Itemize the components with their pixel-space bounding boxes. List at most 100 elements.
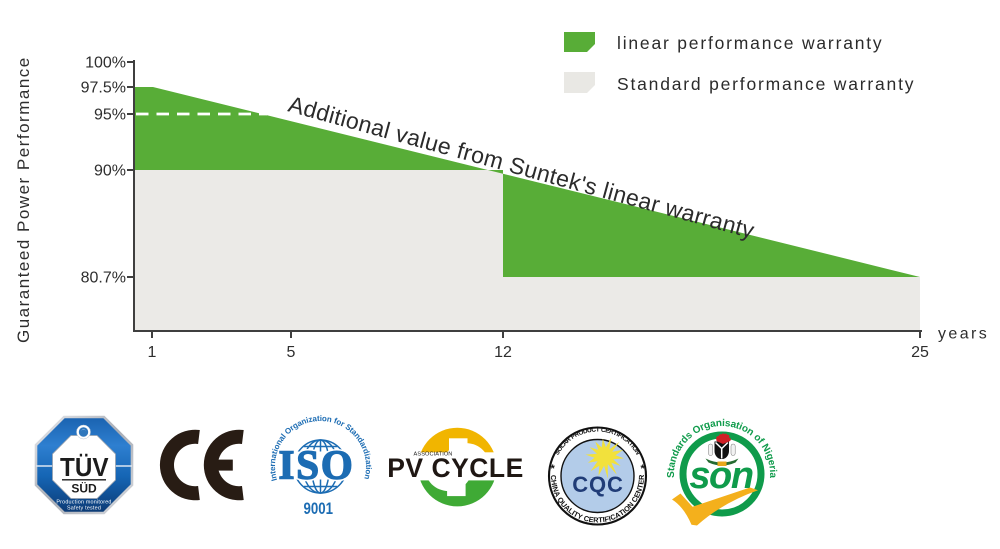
svg-text:R: R — [637, 474, 646, 480]
svg-text:r: r — [288, 423, 296, 432]
svg-text:z: z — [307, 415, 313, 425]
svg-text:1: 1 — [148, 344, 157, 361]
svg-text:n: n — [326, 414, 333, 424]
svg-text:i: i — [320, 414, 322, 423]
svg-text:S: S — [554, 449, 563, 457]
svg-text:n: n — [274, 438, 284, 447]
svg-text:i: i — [271, 448, 280, 453]
svg-text:I: I — [629, 443, 636, 449]
svg-text:Q: Q — [555, 495, 566, 505]
svg-text:U: U — [559, 499, 569, 509]
svg-text:t: t — [666, 467, 677, 472]
svg-text:n: n — [352, 431, 362, 441]
svg-text:5: 5 — [287, 344, 296, 361]
svg-text:N: N — [759, 442, 772, 454]
svg-text:a: a — [312, 414, 318, 424]
svg-text:100%: 100% — [85, 55, 126, 72]
svg-text:C: C — [609, 512, 618, 523]
svg-text:R: R — [593, 515, 599, 524]
svg-text:I: I — [270, 477, 279, 482]
svg-text:i: i — [364, 467, 373, 470]
svg-text:CQC: CQC — [572, 472, 624, 497]
svg-text:E: E — [604, 427, 610, 435]
svg-text:e: e — [765, 459, 777, 467]
svg-text:R: R — [573, 431, 581, 439]
svg-text:o: o — [740, 423, 750, 436]
svg-text:n: n — [300, 416, 308, 426]
svg-text:12: 12 — [494, 344, 512, 361]
svg-text:o: o — [335, 417, 343, 427]
svg-text:l: l — [280, 432, 288, 439]
svg-text:C: C — [591, 426, 597, 433]
svg-text:E: E — [636, 479, 646, 485]
svg-text:N: N — [633, 449, 642, 457]
svg-text:s: s — [683, 430, 695, 442]
svg-text:i: i — [737, 421, 744, 432]
svg-text:T: T — [596, 426, 600, 433]
svg-text:C: C — [549, 475, 558, 481]
svg-text:a: a — [709, 418, 717, 430]
svg-text:R: R — [608, 428, 615, 436]
svg-text:A: A — [552, 490, 563, 499]
svg-text:I: I — [607, 514, 611, 523]
svg-text:N: N — [625, 500, 635, 510]
svg-text:25: 25 — [911, 344, 929, 361]
svg-text:n: n — [362, 474, 372, 481]
svg-text:t: t — [317, 414, 320, 423]
svg-text:ISO: ISO — [278, 442, 354, 488]
svg-text:N: N — [550, 485, 560, 493]
svg-text:r: r — [339, 419, 346, 428]
svg-text:a: a — [296, 418, 304, 428]
svg-text:TÜV: TÜV — [60, 452, 109, 482]
svg-text:95%: 95% — [94, 107, 126, 124]
svg-text:g: g — [703, 420, 712, 432]
svg-text:H: H — [549, 479, 559, 486]
svg-text:90%: 90% — [94, 163, 126, 180]
svg-text:s: s — [724, 418, 731, 430]
svg-text:n: n — [715, 418, 722, 429]
svg-text:z: z — [363, 455, 373, 461]
svg-text:97.5%: 97.5% — [81, 80, 126, 97]
svg-text:C: C — [629, 494, 640, 504]
svg-text:80.7%: 80.7% — [81, 270, 126, 287]
svg-text:E: E — [632, 491, 642, 499]
svg-text:t: t — [268, 470, 277, 474]
svg-text:F: F — [616, 432, 623, 440]
svg-text:*: * — [551, 463, 556, 475]
svg-text:I: I — [570, 508, 577, 517]
svg-text:a: a — [277, 434, 287, 443]
svg-text:i: i — [762, 449, 773, 456]
svg-text:r: r — [766, 465, 777, 470]
svg-text:P: P — [570, 432, 578, 441]
svg-text:A: A — [613, 510, 622, 521]
svg-text:r: r — [360, 444, 370, 450]
svg-text:T: T — [635, 483, 645, 490]
svg-text:f: f — [333, 416, 339, 425]
svg-text:E: E — [588, 515, 594, 525]
svg-text:d: d — [679, 434, 691, 446]
svg-text:A: A — [624, 437, 632, 446]
svg-text:L: L — [566, 506, 575, 516]
svg-text:N: N — [634, 487, 644, 495]
svg-text:linear performance warranty: linear performance warranty — [617, 33, 883, 53]
svg-text:years: years — [938, 326, 989, 343]
svg-text:ASSOCIATION: ASSOCIATION — [414, 452, 453, 458]
svg-text:I: I — [615, 431, 620, 438]
svg-text:T: T — [617, 508, 626, 518]
svg-text:i: i — [362, 453, 371, 457]
svg-text:d: d — [361, 448, 371, 456]
svg-text:T: T — [627, 440, 635, 448]
svg-text:n: n — [268, 458, 278, 464]
svg-text:U: U — [587, 427, 593, 435]
svg-text:t: t — [270, 450, 279, 455]
svg-text:t: t — [734, 420, 741, 432]
svg-text:f: f — [755, 437, 766, 447]
svg-text:r: r — [676, 439, 687, 449]
svg-text:Production monitored: Production monitored — [56, 500, 111, 506]
svg-text:ISO: ISO — [278, 442, 354, 488]
svg-text:F: F — [604, 514, 611, 524]
svg-text:L: L — [559, 442, 567, 450]
svg-text:n: n — [269, 473, 279, 480]
svg-text:I: I — [602, 515, 605, 524]
svg-text:SÜD: SÜD — [71, 481, 97, 496]
